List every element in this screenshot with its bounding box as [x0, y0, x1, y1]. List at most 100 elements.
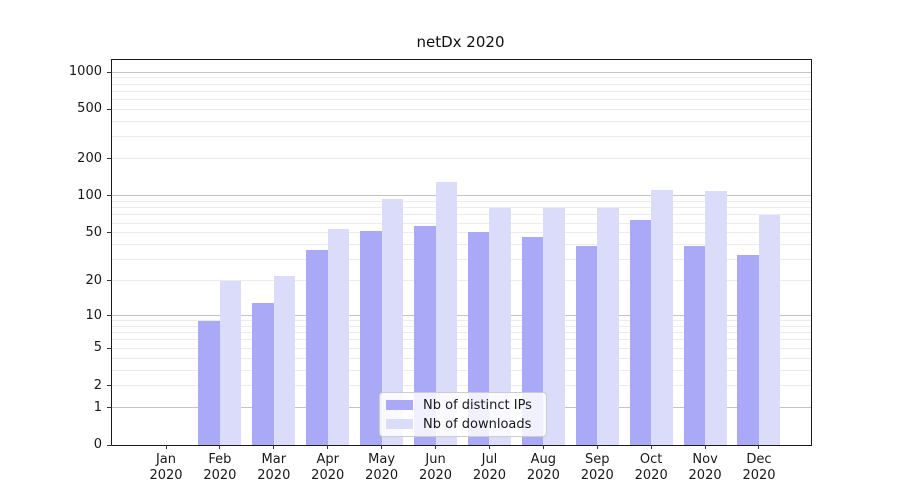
- y-tick-label: 20: [85, 272, 102, 288]
- y-gridline-minor: [112, 347, 811, 349]
- y-tick-mark: [107, 444, 112, 446]
- y-tick-label: 10: [85, 307, 102, 323]
- y-tick-mark: [107, 385, 112, 387]
- y-gridline-major: [112, 71, 811, 73]
- legend: Nb of distinct IPs Nb of downloads: [379, 392, 547, 437]
- y-tick-mark: [107, 315, 112, 317]
- bar-distinct-ips: [683, 245, 706, 445]
- y-gridline-minor: [112, 99, 811, 101]
- y-gridline-minor: [112, 369, 811, 371]
- x-tick-mark: [596, 445, 598, 449]
- x-tick-mark: [381, 445, 383, 449]
- x-tick-label: Dec 2020: [742, 452, 776, 483]
- bar-downloads: [435, 181, 458, 445]
- x-tick-mark: [165, 445, 167, 449]
- bar-distinct-ips: [360, 230, 382, 445]
- chart-title: netDx 2020: [416, 33, 505, 51]
- x-tick-label: Jan 2020: [149, 452, 183, 483]
- y-gridline-minor: [112, 357, 811, 359]
- x-tick-label: Jun 2020: [418, 452, 453, 483]
- y-tick-mark: [107, 232, 112, 234]
- bar-downloads: [219, 280, 242, 445]
- bar-distinct-ips: [629, 219, 652, 445]
- bar-downloads: [273, 275, 296, 445]
- bar-distinct-ips: [575, 245, 598, 445]
- x-tick-label: May 2020: [365, 452, 399, 483]
- x-tick-mark: [327, 445, 329, 449]
- y-tick-label: 50: [85, 224, 102, 240]
- bar-downloads: [705, 190, 727, 445]
- x-tick-label: Jul 2020: [472, 452, 506, 483]
- y-gridline-major: [112, 315, 811, 317]
- y-gridline-minor: [112, 325, 811, 327]
- y-gridline-minor: [112, 232, 811, 234]
- y-tick-mark: [107, 71, 112, 73]
- x-tick-label: Mar 2020: [257, 452, 291, 483]
- x-tick-mark: [219, 445, 221, 449]
- bar-downloads: [543, 207, 565, 445]
- x-tick-label: Feb 2020: [203, 452, 237, 483]
- x-tick-mark: [435, 445, 437, 449]
- y-gridline-major: [112, 195, 811, 197]
- y-tick-label: 100: [77, 187, 102, 203]
- x-tick-mark: [650, 445, 652, 449]
- x-tick-mark: [704, 445, 706, 449]
- bar-distinct-ips: [737, 254, 759, 445]
- y-gridline-minor: [112, 222, 811, 224]
- bar-distinct-ips: [198, 320, 220, 445]
- y-tick-label: 200: [77, 150, 102, 166]
- y-tick-label: 2: [93, 377, 102, 393]
- legend-label: Nb of downloads: [423, 416, 532, 432]
- y-gridline-minor: [112, 244, 811, 246]
- y-tick-mark: [107, 158, 112, 160]
- x-tick-label: Sep 2020: [580, 452, 614, 483]
- y-gridline-minor: [112, 207, 811, 209]
- y-tick-mark: [107, 195, 112, 197]
- y-gridline-minor: [112, 259, 811, 261]
- y-gridline-minor: [112, 90, 811, 92]
- y-gridline-minor: [112, 320, 811, 322]
- y-tick-label: 1: [93, 399, 102, 415]
- y-gridline-minor: [112, 214, 811, 216]
- y-gridline-minor: [112, 385, 811, 387]
- bar-downloads: [651, 189, 673, 445]
- bar-downloads: [489, 208, 511, 445]
- y-gridline-minor: [112, 280, 811, 282]
- bar-downloads: [327, 228, 350, 445]
- legend-swatch-icon: [386, 419, 413, 429]
- bar-distinct-ips: [414, 225, 436, 445]
- y-tick-mark: [107, 280, 112, 282]
- y-gridline-minor: [112, 332, 811, 334]
- y-tick-label: 5: [93, 340, 102, 356]
- plot-area: 0 1 2 5 10 20 50 100 200 500 1000 Jan 2020 Feb 2020 M…: [69, 59, 812, 483]
- legend-entry: Nb of distinct IPs: [380, 398, 546, 413]
- legend-label: Nb of distinct IPs: [423, 397, 532, 413]
- x-tick-mark: [273, 445, 275, 449]
- bar-downloads: [381, 198, 404, 445]
- legend-swatch-icon: [386, 400, 413, 410]
- y-gridline-minor: [112, 200, 811, 202]
- x-tick-label: Oct 2020: [634, 452, 668, 483]
- y-gridline-minor: [112, 136, 811, 138]
- x-tick-label: Aug 2020: [526, 452, 560, 483]
- x-tick-label: Apr 2020: [311, 452, 345, 483]
- x-tick-label: Nov 2020: [688, 452, 722, 483]
- y-gridline-minor: [112, 83, 811, 85]
- bar-downloads: [597, 208, 619, 445]
- bar-distinct-ips: [306, 250, 328, 445]
- bar-downloads: [758, 214, 781, 445]
- y-gridline-minor: [112, 77, 811, 79]
- y-gridline-minor: [112, 158, 811, 160]
- bar-distinct-ips: [467, 231, 490, 445]
- y-tick-mark: [107, 347, 112, 349]
- y-tick-label: 1000: [68, 64, 102, 80]
- y-gridline-minor: [112, 108, 811, 110]
- y-gridline-minor: [112, 339, 811, 341]
- y-tick-label: 0: [93, 437, 102, 452]
- y-tick-mark: [107, 407, 112, 409]
- y-tick-mark: [107, 108, 112, 110]
- x-tick-mark: [758, 445, 760, 449]
- legend-entry: Nb of downloads: [380, 417, 546, 432]
- x-tick-mark: [488, 445, 490, 449]
